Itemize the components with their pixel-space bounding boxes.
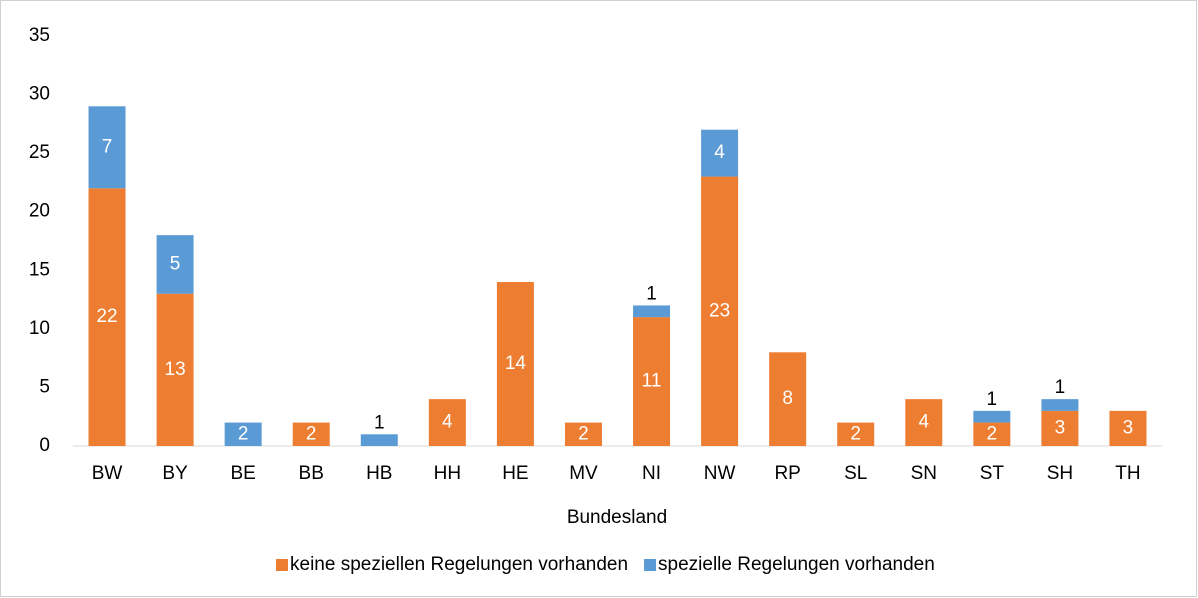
bar-segment	[428, 399, 466, 446]
legend-swatch	[644, 559, 657, 571]
bar-segment	[633, 317, 671, 446]
bar-segment	[88, 106, 126, 189]
data-label: 1	[374, 412, 385, 433]
x-tick-label: HB	[366, 463, 392, 484]
bar-segment	[633, 305, 671, 318]
data-label: 2	[987, 423, 998, 444]
bar-segment	[156, 235, 194, 294]
y-tick-label: 35	[29, 25, 50, 46]
data-label: 2	[850, 423, 861, 444]
data-label: 11	[642, 371, 662, 392]
data-label: 2	[238, 423, 249, 444]
legend-swatch	[276, 559, 288, 571]
data-label: 4	[442, 412, 453, 433]
data-label: 22	[96, 306, 117, 327]
data-label: 2	[578, 423, 589, 444]
bar-segment	[837, 422, 875, 446]
bar-segment	[973, 410, 1011, 423]
x-tick-label: BY	[162, 463, 188, 484]
bar-segment	[292, 422, 330, 446]
x-tick-label: NW	[704, 463, 736, 484]
data-label: 1	[646, 283, 657, 304]
bar-segment	[224, 422, 262, 446]
y-tick-label: 0	[39, 435, 50, 456]
x-tick-label: SN	[911, 463, 937, 484]
data-label: 8	[782, 388, 793, 409]
bar-segment	[905, 399, 943, 446]
y-tick-label: 20	[29, 201, 50, 222]
y-tick-label: 25	[29, 142, 50, 163]
data-label: 5	[170, 253, 181, 274]
bar-segment	[564, 422, 602, 446]
legend-label: keine speziellen Regelungen vorhanden	[290, 554, 628, 575]
data-label: 3	[1123, 417, 1134, 438]
y-tick-label: 10	[29, 318, 50, 339]
data-label: 1	[1055, 377, 1066, 398]
y-tick-label: 30	[29, 84, 50, 105]
x-tick-label: ST	[980, 463, 1005, 484]
bar-segment	[701, 176, 739, 447]
x-tick-label: RP	[774, 463, 800, 484]
data-label: 3	[1055, 417, 1066, 438]
x-axis-title: Bundesland	[567, 507, 667, 528]
bar-segment	[769, 352, 807, 446]
x-tick-label: TH	[1115, 463, 1140, 484]
x-tick-label: SL	[844, 463, 867, 484]
x-tick-label: BB	[299, 463, 324, 484]
x-tick-label: HE	[502, 463, 528, 484]
data-label: 4	[918, 412, 929, 433]
data-label: 13	[165, 359, 186, 380]
x-tick-label: HH	[434, 463, 461, 484]
data-label: 7	[102, 136, 113, 157]
bar-segment	[156, 293, 194, 446]
data-label: 23	[709, 300, 730, 321]
x-tick-label: BW	[92, 463, 123, 484]
bar-segment	[1041, 410, 1079, 446]
x-tick-label: MV	[569, 463, 598, 484]
bar-segment	[1109, 410, 1147, 446]
data-label: 1	[987, 389, 998, 410]
y-tick-label: 15	[29, 259, 50, 280]
x-tick-label: NI	[642, 463, 661, 484]
data-label: 4	[714, 142, 725, 163]
data-label: 2	[306, 423, 317, 444]
bar-segment	[1041, 399, 1079, 411]
bar-segment	[701, 129, 739, 177]
bar-segment	[973, 422, 1011, 446]
x-tick-label: BE	[230, 463, 255, 484]
x-tick-label: SH	[1047, 463, 1073, 484]
data-label: 14	[505, 353, 527, 374]
legend-label: spezielle Regelungen vorhanden	[658, 554, 935, 575]
bar-segment	[360, 434, 398, 446]
y-tick-label: 5	[39, 376, 50, 397]
bar-segment	[496, 282, 534, 446]
bar-segment	[88, 188, 126, 447]
